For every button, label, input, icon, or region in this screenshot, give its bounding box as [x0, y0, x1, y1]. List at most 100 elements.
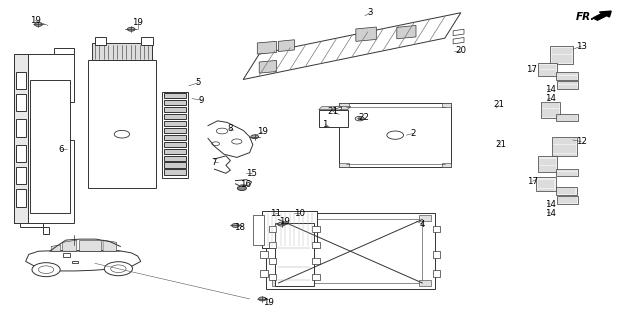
- Bar: [164, 156, 186, 161]
- Bar: [162, 92, 188, 178]
- Polygon shape: [51, 245, 61, 251]
- Bar: [164, 114, 186, 119]
- Text: 15: 15: [246, 169, 257, 178]
- Text: 20: 20: [455, 46, 467, 55]
- Bar: [319, 110, 348, 127]
- Text: 19: 19: [257, 128, 268, 136]
- Bar: [538, 156, 557, 172]
- Bar: [433, 251, 440, 258]
- Text: 12: 12: [575, 137, 587, 146]
- Polygon shape: [319, 107, 351, 110]
- Circle shape: [334, 106, 342, 110]
- Bar: [312, 226, 320, 232]
- Text: 1: 1: [323, 120, 328, 128]
- Circle shape: [387, 131, 404, 139]
- Circle shape: [115, 130, 129, 138]
- Text: 17: 17: [525, 66, 537, 74]
- Bar: [30, 80, 70, 213]
- Polygon shape: [259, 60, 276, 73]
- Bar: [164, 107, 186, 112]
- Bar: [164, 128, 186, 133]
- Bar: [552, 137, 577, 156]
- Bar: [269, 274, 276, 280]
- Bar: [16, 145, 26, 162]
- Bar: [164, 162, 186, 168]
- Polygon shape: [453, 38, 464, 44]
- Bar: [419, 215, 431, 221]
- Bar: [442, 103, 451, 107]
- Bar: [92, 43, 152, 60]
- Bar: [260, 226, 268, 232]
- Bar: [550, 46, 573, 64]
- Bar: [164, 121, 186, 126]
- Bar: [312, 258, 320, 264]
- Text: 14: 14: [545, 209, 556, 218]
- Text: 21: 21: [493, 100, 505, 109]
- Bar: [339, 163, 349, 167]
- Text: 19: 19: [264, 298, 274, 307]
- Text: 21: 21: [327, 107, 339, 116]
- Circle shape: [232, 224, 239, 227]
- Polygon shape: [257, 41, 276, 54]
- Bar: [272, 215, 284, 221]
- Bar: [88, 60, 156, 188]
- Text: 8: 8: [228, 124, 233, 133]
- Text: FR.: FR.: [576, 12, 595, 23]
- Bar: [419, 280, 431, 286]
- Circle shape: [232, 139, 242, 144]
- Bar: [16, 167, 26, 184]
- Bar: [63, 253, 70, 257]
- Text: 10: 10: [294, 209, 305, 218]
- Circle shape: [237, 186, 246, 190]
- Text: 6: 6: [58, 145, 63, 154]
- Bar: [556, 72, 578, 80]
- Text: 18: 18: [234, 223, 246, 232]
- Circle shape: [212, 142, 220, 146]
- Bar: [16, 94, 26, 111]
- Bar: [536, 177, 556, 191]
- Bar: [16, 189, 26, 207]
- Text: 19: 19: [132, 18, 143, 27]
- Text: 17: 17: [527, 177, 538, 186]
- Polygon shape: [20, 223, 49, 234]
- Text: 7: 7: [212, 158, 217, 167]
- Polygon shape: [397, 25, 416, 39]
- Circle shape: [251, 135, 259, 139]
- Bar: [442, 163, 451, 167]
- Text: 14: 14: [545, 85, 556, 93]
- Circle shape: [111, 265, 126, 273]
- Text: 21: 21: [495, 140, 506, 149]
- Bar: [253, 215, 264, 245]
- Text: 2: 2: [410, 129, 415, 138]
- Bar: [556, 114, 578, 121]
- Text: 13: 13: [575, 42, 587, 51]
- FancyArrow shape: [593, 11, 611, 20]
- Bar: [339, 103, 451, 167]
- Polygon shape: [278, 40, 294, 52]
- Text: 3: 3: [367, 8, 372, 17]
- Polygon shape: [79, 240, 101, 251]
- Polygon shape: [14, 54, 74, 223]
- Bar: [538, 63, 557, 76]
- Text: 16: 16: [239, 180, 251, 189]
- Bar: [95, 37, 106, 45]
- Circle shape: [355, 116, 364, 121]
- Bar: [541, 102, 560, 118]
- Bar: [164, 93, 186, 98]
- Polygon shape: [356, 27, 376, 41]
- Polygon shape: [243, 13, 461, 80]
- Bar: [164, 169, 186, 175]
- Bar: [269, 242, 276, 248]
- Polygon shape: [26, 251, 141, 271]
- Bar: [16, 119, 26, 137]
- Polygon shape: [14, 54, 28, 223]
- Circle shape: [278, 222, 285, 226]
- Bar: [266, 213, 435, 289]
- Bar: [278, 219, 422, 283]
- Circle shape: [104, 262, 132, 276]
- Circle shape: [216, 128, 228, 134]
- Circle shape: [38, 266, 54, 273]
- Bar: [164, 135, 186, 140]
- Circle shape: [32, 263, 60, 277]
- Polygon shape: [103, 240, 116, 251]
